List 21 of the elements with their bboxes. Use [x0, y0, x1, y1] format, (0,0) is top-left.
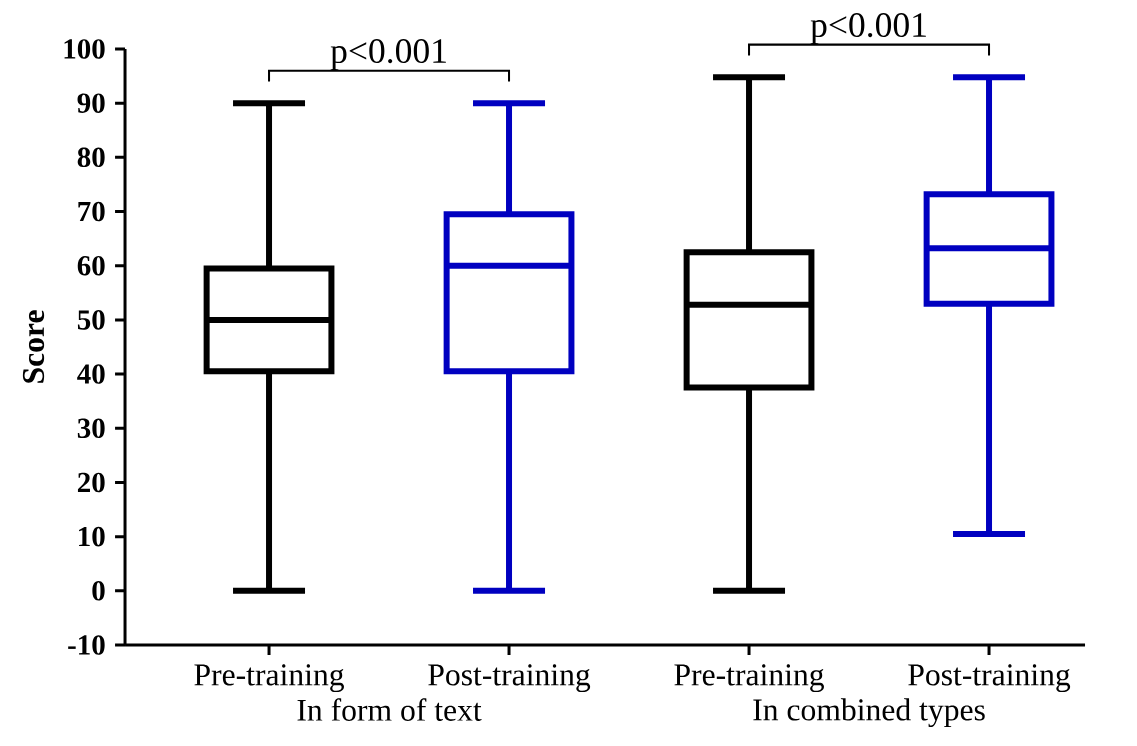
- y-tick-label: 60: [77, 255, 105, 276]
- y-tick-label: 20: [77, 472, 105, 493]
- y-tick-label: 40: [77, 364, 105, 384]
- x-tick-label: Post-training: [428, 664, 591, 693]
- x-tick-label: Pre-training: [674, 664, 824, 693]
- x-tick-label: Post-training: [908, 664, 1071, 693]
- y-tick-label: 90: [77, 93, 105, 113]
- annotation: p<0.001: [330, 39, 446, 71]
- y-tick-label: 0: [92, 581, 105, 601]
- text: p<0.001: [810, 13, 926, 45]
- y-tick-label: 10: [79, 526, 105, 547]
- y-tick-label: 30: [77, 418, 105, 439]
- y-tick-label: 70: [78, 201, 105, 222]
- text: In form of text: [297, 698, 482, 721]
- y-tick-label: 50: [77, 310, 105, 330]
- y-tick-label: -10: [68, 635, 105, 655]
- y-tick-label: 100: [64, 39, 105, 59]
- y-axis-title: Score: [22, 310, 45, 383]
- x-tick-label: Pre-training: [194, 664, 344, 693]
- y-tick-label: 80: [77, 147, 105, 168]
- text: In combined types: [753, 698, 985, 728]
